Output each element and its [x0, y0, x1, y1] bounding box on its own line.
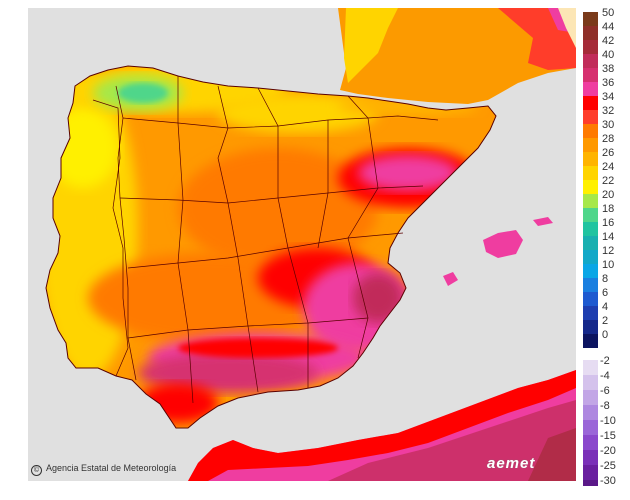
legend-label: -4 [600, 370, 610, 382]
legend-swatch [583, 480, 598, 486]
legend-label: 44 [602, 21, 614, 33]
temperature-map [28, 8, 576, 481]
credit-text: © Agencia Estatal de Meteorología [31, 463, 176, 476]
legend-label: 12 [602, 245, 614, 257]
legend-label: 34 [602, 91, 614, 103]
copyright-icon: © [31, 465, 42, 476]
legend-swatch [583, 40, 598, 54]
legend-swatch [583, 405, 598, 420]
legend-label: 2 [602, 315, 608, 327]
legend-label: 0 [602, 329, 608, 341]
mallorca-island [483, 230, 523, 258]
legend-label: 6 [602, 287, 608, 299]
legend-swatch [583, 166, 598, 180]
legend-label: 18 [602, 203, 614, 215]
france-cold-area [344, 8, 398, 83]
legend-swatch [583, 54, 598, 68]
africa-interior [328, 400, 576, 481]
legend-swatch [583, 208, 598, 222]
foreign-land-ne [558, 8, 576, 48]
menorca-island [533, 217, 553, 226]
legend-label: 30 [602, 119, 614, 131]
legend-label: -20 [600, 445, 616, 457]
province-borders [115, 76, 439, 404]
legend-swatch [583, 152, 598, 166]
legend-label: 14 [602, 231, 614, 243]
africa-hot-core [528, 428, 576, 481]
legend-label: 16 [602, 217, 614, 229]
legend-swatch [583, 306, 598, 320]
color-scale-legend: 5044424038363432302826242220181614121086… [583, 8, 616, 486]
legend-swatch [583, 250, 598, 264]
legend-swatch [583, 222, 598, 236]
legend-label: -25 [600, 460, 616, 472]
africa-north-coast [188, 370, 576, 481]
legend-label: -2 [600, 355, 610, 367]
legend-swatch [583, 194, 598, 208]
credit-label: Agencia Estatal de Meteorología [46, 463, 177, 473]
legend-swatch [583, 236, 598, 250]
legend-label: 24 [602, 161, 614, 173]
legend-label: 38 [602, 63, 614, 75]
legend-swatch [583, 390, 598, 405]
legend-label: 28 [602, 133, 614, 145]
portugal-border [92, 99, 129, 377]
legend-label: 42 [602, 35, 614, 47]
legend-swatch [583, 320, 598, 334]
legend-label: -8 [600, 400, 610, 412]
legend-label: 22 [602, 175, 614, 187]
legend-swatch [583, 124, 598, 138]
legend-swatch [583, 264, 598, 278]
legend-label: 4 [602, 301, 608, 313]
legend-swatch [583, 435, 598, 450]
legend-label: 32 [602, 105, 614, 117]
legend-label: -10 [600, 415, 616, 427]
aemet-logo: aemet [487, 455, 536, 472]
legend-swatch [583, 96, 598, 110]
legend-label: 36 [602, 77, 614, 89]
legend-label: 8 [602, 273, 608, 285]
legend-label: -15 [600, 430, 616, 442]
france-area [338, 8, 576, 104]
legend-swatch [583, 180, 598, 194]
legend-swatch [583, 450, 598, 465]
legend-label: 50 [602, 8, 614, 19]
legend-swatch [583, 375, 598, 390]
legend-label: -6 [600, 385, 610, 397]
ibiza-island [443, 272, 458, 286]
legend-label: -30 [600, 475, 616, 486]
legend-label: 26 [602, 147, 614, 159]
legend-swatch [583, 26, 598, 40]
legend-label: 10 [602, 259, 614, 271]
legend-swatch [583, 138, 598, 152]
legend-swatch [583, 465, 598, 480]
legend-swatch [583, 420, 598, 435]
legend-swatch [583, 82, 598, 96]
legend-swatch [583, 360, 598, 375]
legend-swatch [583, 292, 598, 306]
legend-swatch [583, 334, 598, 348]
legend-swatch [583, 110, 598, 124]
legend-swatch [583, 278, 598, 292]
iberia-outline [45, 65, 497, 429]
legend-label: 20 [602, 189, 614, 201]
legend-label: 40 [602, 49, 614, 61]
legend-swatch [583, 12, 598, 26]
legend-swatch [583, 68, 598, 82]
